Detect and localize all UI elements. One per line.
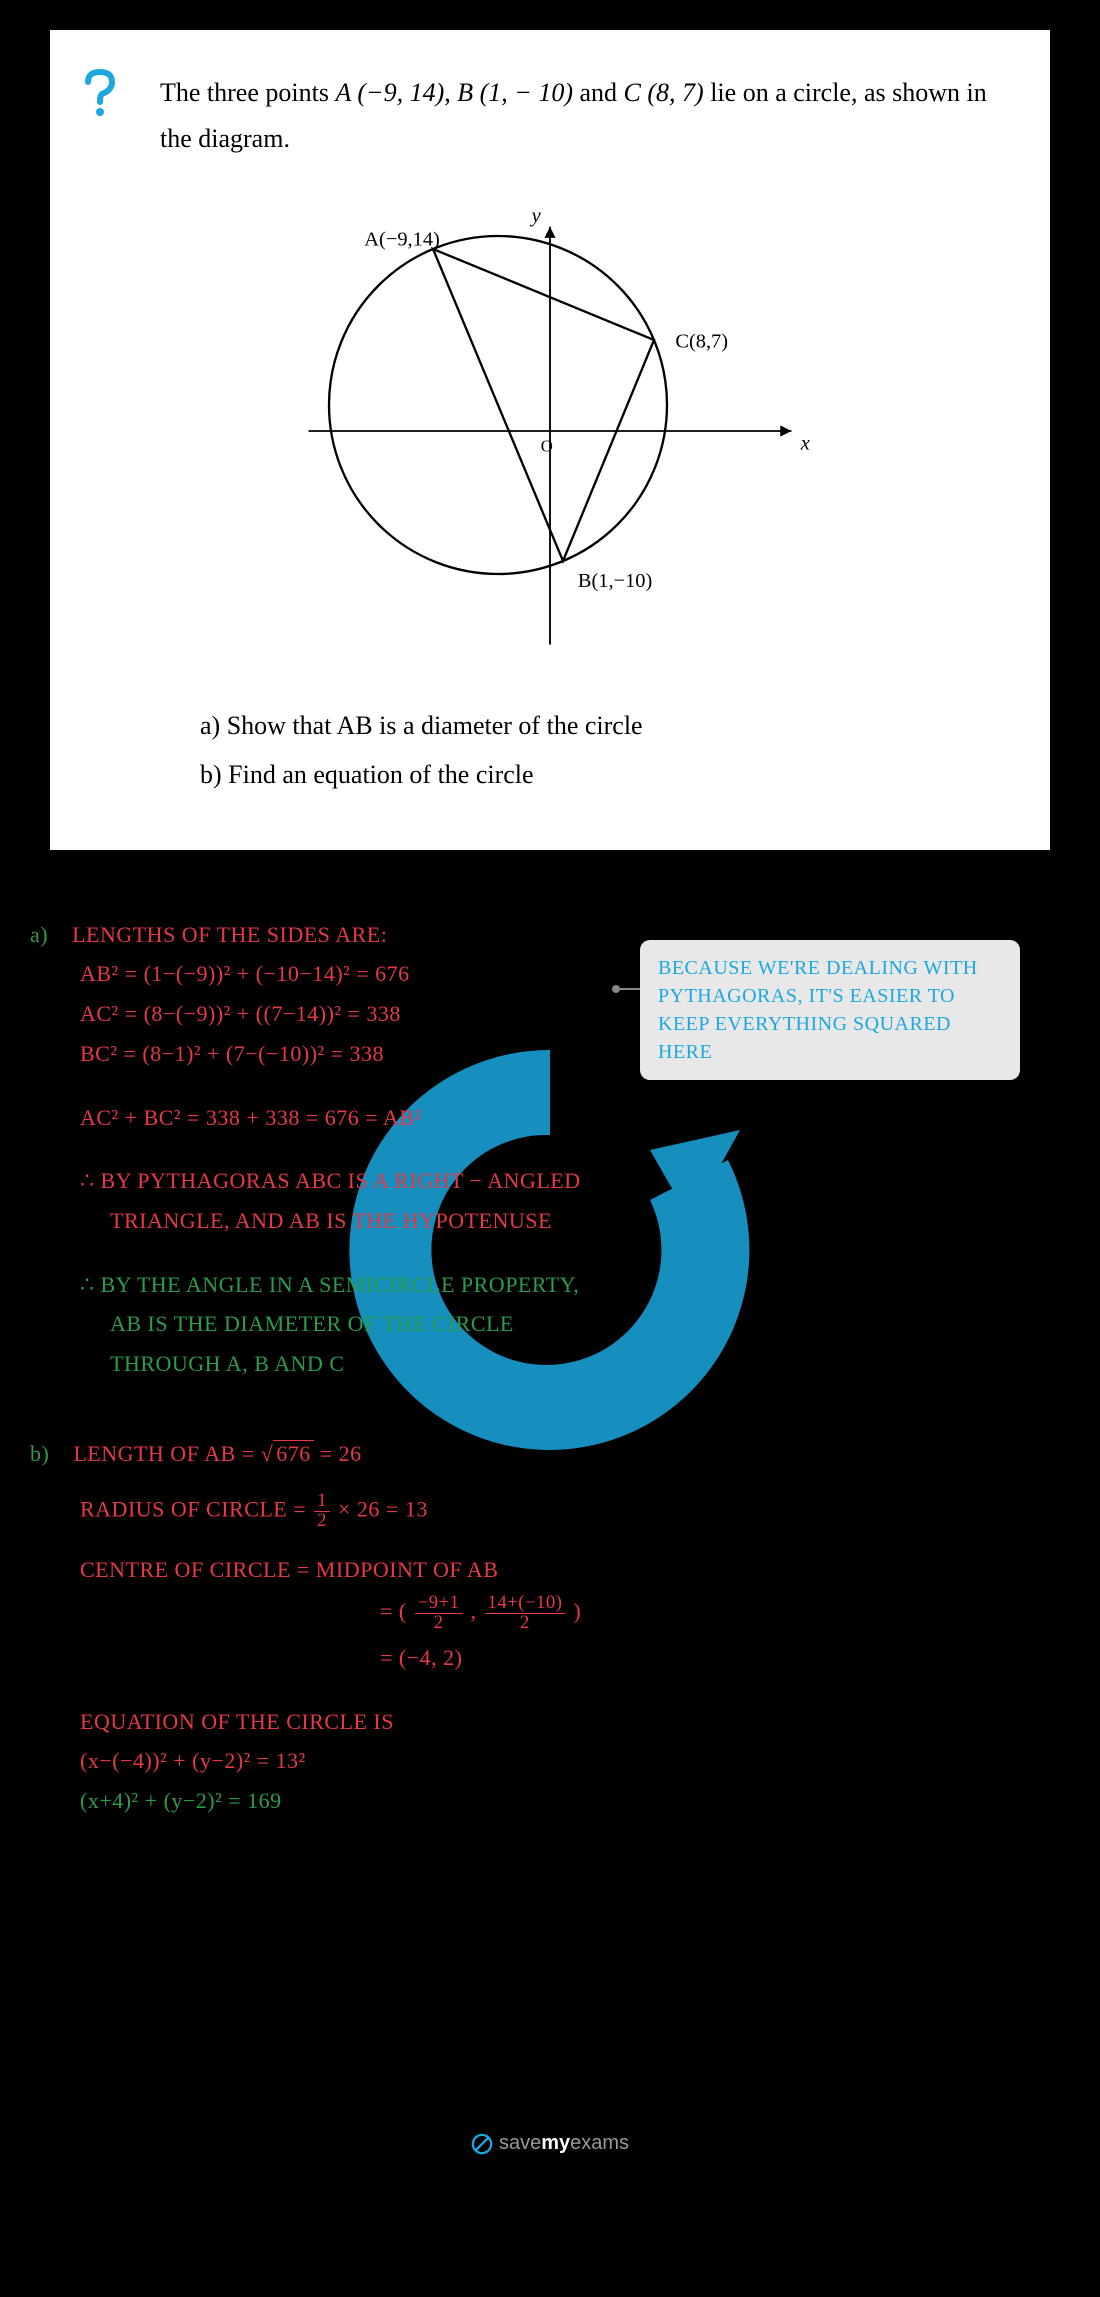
footer-text: savemyexams <box>499 2132 629 2155</box>
circle-diagram: x y O A(−9,14) B(1,−10) C(8,7) <box>100 191 1000 671</box>
solution-part-b: b) LENGTH OF AB = √676 = 26 RADIUS OF CI… <box>30 1439 1070 1816</box>
callout-text: BECAUSE WE'RE DEALING WITH PYTHAGORAS, I… <box>658 957 978 1063</box>
prompt-text-1: The three points <box>160 78 335 107</box>
origin-label: O <box>541 436 553 455</box>
label-c: C(8,7) <box>675 330 728 352</box>
point-b: B (1, − 10) <box>457 78 573 107</box>
question-card: The three points A (−9, 14), B (1, − 10)… <box>50 30 1050 850</box>
conc-pythag-2: TRIANGLE, AND AB IS THE HYPOTENUSE <box>30 1206 1070 1236</box>
conc-semicircle-1: ∴ BY THE ANGLE IN A SEMICIRCLE PROPERTY, <box>30 1270 1070 1300</box>
footer: savemyexams <box>0 2132 1100 2160</box>
centre-result-line: = (−4, 2) <box>30 1643 1070 1673</box>
part-b-label: b) <box>30 1441 49 1466</box>
axis-y-label: y <box>530 205 542 227</box>
centre-label-line: CENTRE OF CIRCLE = MIDPOINT OF AB <box>30 1555 1070 1585</box>
label-a: A(−9,14) <box>364 228 440 250</box>
question-mark-icon <box>80 68 120 130</box>
sep1: , <box>444 78 457 107</box>
conc-pythag-1: ∴ BY PYTHAGORAS ABC IS A RIGHT − ANGLED <box>30 1166 1070 1196</box>
eq-sum: AC² + BC² = 338 + 338 = 676 = AB² <box>30 1103 1070 1133</box>
sub-questions: a) Show that AB is a diameter of the cir… <box>200 701 1000 800</box>
axis-x-label: x <box>800 433 810 455</box>
part-a-header: LENGTHS OF THE SIDES ARE: <box>72 922 387 947</box>
label-b: B(1,−10) <box>578 570 652 592</box>
solution-area: BECAUSE WE'RE DEALING WITH PYTHAGORAS, I… <box>0 880 1100 2180</box>
equation-final: (x+4)² + (y−2)² = 169 <box>30 1786 1070 1816</box>
sub-b: b) Find an equation of the circle <box>200 750 1000 799</box>
point-c: C (8, 7) <box>624 78 704 107</box>
sep2: and <box>573 78 624 107</box>
footer-logo-icon <box>471 2133 493 2155</box>
length-ab: LENGTH OF AB = √676 = 26 <box>73 1440 361 1466</box>
equation-label: EQUATION OF THE CIRCLE IS <box>30 1707 1070 1737</box>
centre-calc-line: = ( −9+12 , 14+(−10)2 ) <box>30 1594 1070 1632</box>
equation-expanded: (x−(−4))² + (y−2)² = 13² <box>30 1746 1070 1776</box>
callout-box: BECAUSE WE'RE DEALING WITH PYTHAGORAS, I… <box>640 940 1020 1080</box>
diagram-svg: x y O A(−9,14) B(1,−10) C(8,7) <box>290 191 810 671</box>
conc-semicircle-3: THROUGH A, B AND C <box>30 1349 1070 1379</box>
part-a-label: a) <box>30 922 48 947</box>
conc-semicircle-2: AB IS THE DIAMETER OF THE CIRCLE <box>30 1309 1070 1339</box>
point-a: A (−9, 14) <box>335 78 444 107</box>
sub-a: a) Show that AB is a diameter of the cir… <box>200 701 1000 750</box>
footer-brand: savemyexams <box>471 2132 629 2155</box>
radius-line: RADIUS OF CIRCLE = 12 × 26 = 13 <box>30 1492 1070 1530</box>
callout-pointer <box>618 988 640 990</box>
question-prompt: The three points A (−9, 14), B (1, − 10)… <box>160 70 1000 161</box>
